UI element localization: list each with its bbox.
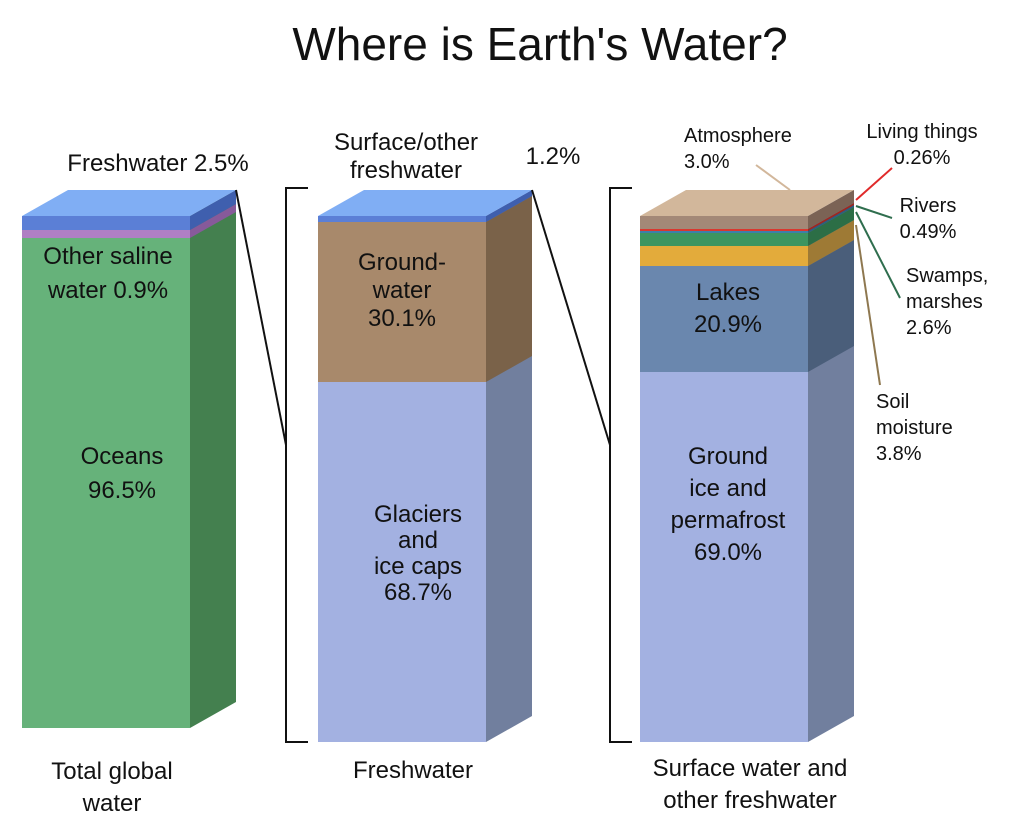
label-freshwater-share: Freshwater 2.5% — [67, 150, 248, 177]
side-surface-other — [486, 190, 532, 222]
leader-atmosphere — [755, 164, 791, 191]
segment-groundwater — [318, 222, 486, 382]
label-ground-ice: Ground ice and permafrost 69.0% — [671, 443, 786, 566]
label-other-saline: Other saline water 0.9% — [43, 243, 172, 304]
side-freshwater — [190, 190, 236, 230]
segment-oceans — [22, 238, 190, 728]
segment-atmosphere — [640, 216, 808, 229]
side-atmosphere — [808, 190, 854, 229]
leader-living-things — [855, 167, 893, 201]
label-lakes: Lakes 20.9% — [694, 279, 762, 338]
side-other-saline — [190, 204, 236, 238]
bar-freshwater-top — [318, 190, 532, 216]
bracket-freshwater — [285, 187, 308, 743]
connector-lines — [235, 187, 632, 743]
chart-labels: Oceans 96.5% Other saline water 0.9% Freshwa… — [43, 121, 988, 817]
segment-ground-ice — [640, 372, 808, 742]
bar-freshwater — [318, 190, 532, 742]
leader-lines — [755, 164, 901, 386]
segment-freshwater — [22, 216, 190, 230]
label-soil-moisture: Soil moisture 3.8% — [876, 391, 953, 465]
label-groundwater: Ground-water 30.1% — [358, 249, 446, 332]
segment-other-saline — [22, 230, 190, 238]
side-living-things — [808, 203, 854, 231]
label-oceans: Oceans 96.5% — [81, 443, 164, 504]
bar-surface-top — [640, 190, 854, 216]
bar-total-global-water — [22, 190, 236, 728]
side-groundwater — [486, 196, 532, 382]
label-glaciers: Glaciers and ice caps 68.7% — [374, 501, 462, 606]
leader-soil-moisture — [855, 224, 881, 386]
segment-surface-other — [318, 216, 486, 222]
segment-swamps — [640, 233, 808, 246]
label-stack-freshwater: Freshwater — [353, 757, 473, 784]
label-rivers: Rivers 0.49% — [900, 195, 957, 243]
side-soil-moisture — [808, 220, 854, 266]
chart-title: Where is Earth's Water? — [292, 18, 787, 70]
label-surface-other-value: 1.2% — [526, 143, 581, 170]
label-atmosphere: Atmosphere 3.0% — [684, 125, 792, 173]
segment-living-things — [640, 229, 808, 231]
bar-total-side — [190, 190, 236, 728]
label-surface-other: Surface/other freshwater — [334, 129, 478, 184]
bar-total-top — [22, 190, 236, 216]
label-swamps: Swamps, marshes 2.6% — [906, 265, 988, 339]
bar-surface-water — [640, 190, 854, 742]
segment-rivers — [640, 230, 808, 233]
connector-surface-top — [531, 189, 611, 446]
segment-soil-moisture — [640, 246, 808, 266]
side-lakes — [808, 240, 854, 372]
segment-lakes — [640, 266, 808, 372]
label-stack-total-global-water: Total global water — [51, 758, 172, 817]
bracket-surface-water — [609, 187, 632, 743]
segment-glaciers — [318, 382, 486, 742]
leader-rivers — [855, 205, 893, 219]
label-stack-surface-water: Surface water and other freshwater — [653, 755, 848, 814]
connector-freshwater-top — [235, 189, 287, 446]
label-living-things: Living things 0.26% — [866, 121, 977, 169]
leader-swamps — [855, 211, 901, 299]
side-swamps — [808, 207, 854, 246]
